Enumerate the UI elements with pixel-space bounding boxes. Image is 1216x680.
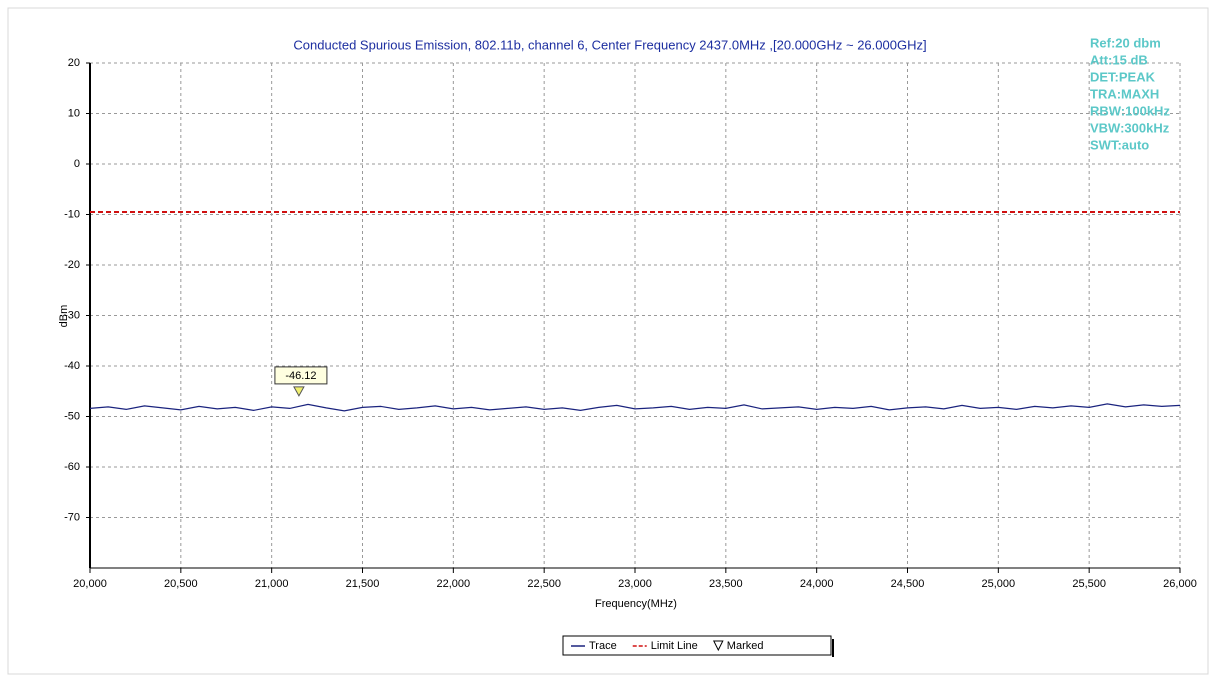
x-tick-label: 20,500 — [164, 578, 198, 590]
x-axis-label: Frequency(MHz) — [595, 598, 677, 610]
legend: Trace Limit Line Marked — [562, 635, 834, 657]
legend-swatch — [712, 640, 724, 652]
marker-label: -46.12 — [285, 370, 316, 382]
x-tick-label: 22,500 — [527, 578, 561, 590]
y-tick-label: 20 — [68, 57, 80, 69]
y-tick-label: -60 — [64, 461, 80, 473]
legend-label: Trace — [589, 640, 617, 652]
x-tick-label: 26,000 — [1163, 578, 1197, 590]
legend-box — [562, 635, 832, 656]
x-tick-label: 24,000 — [800, 578, 834, 590]
x-tick-label: 24,500 — [891, 578, 925, 590]
trace-line — [89, 403, 1181, 412]
setting-text: RBW:100kHz — [1090, 103, 1170, 118]
chart-title: Conducted Spurious Emission, 802.11b, ch… — [293, 37, 926, 52]
y-axis-label: dBm — [58, 305, 70, 328]
setting-text: TRA:MAXH — [1090, 86, 1159, 101]
setting-text: DET:PEAK — [1090, 69, 1156, 84]
y-tick-label: -30 — [64, 309, 80, 321]
x-tick-label: 21,000 — [255, 578, 289, 590]
x-tick-label: 21,500 — [346, 578, 380, 590]
x-tick-label: 23,500 — [709, 578, 743, 590]
setting-text: VBW:300kHz — [1090, 120, 1170, 135]
y-tick-label: 0 — [74, 158, 80, 170]
x-tick-label: 25,000 — [982, 578, 1016, 590]
marker — [293, 386, 305, 397]
setting-text: SWT:auto — [1090, 137, 1149, 152]
y-tick-label: -70 — [64, 511, 80, 523]
marker-label-box — [274, 366, 328, 385]
frame — [7, 7, 1209, 675]
y-tick-label: -40 — [64, 360, 80, 372]
setting-text: Ref:20 dbm — [1090, 35, 1161, 50]
setting-text: Att:15 dB — [1090, 52, 1148, 67]
y-tick-label: -50 — [64, 410, 80, 422]
x-tick-label: 25,500 — [1072, 578, 1106, 590]
y-tick-label: -10 — [64, 208, 80, 220]
x-tick-label: 22,000 — [437, 578, 471, 590]
y-tick-label: -20 — [64, 259, 80, 271]
legend-label: Limit Line — [651, 640, 698, 652]
x-tick-label: 23,000 — [618, 578, 652, 590]
legend-label: Marked — [727, 640, 764, 652]
x-tick-label: 20,000 — [73, 578, 107, 590]
y-tick-label: 10 — [68, 107, 80, 119]
